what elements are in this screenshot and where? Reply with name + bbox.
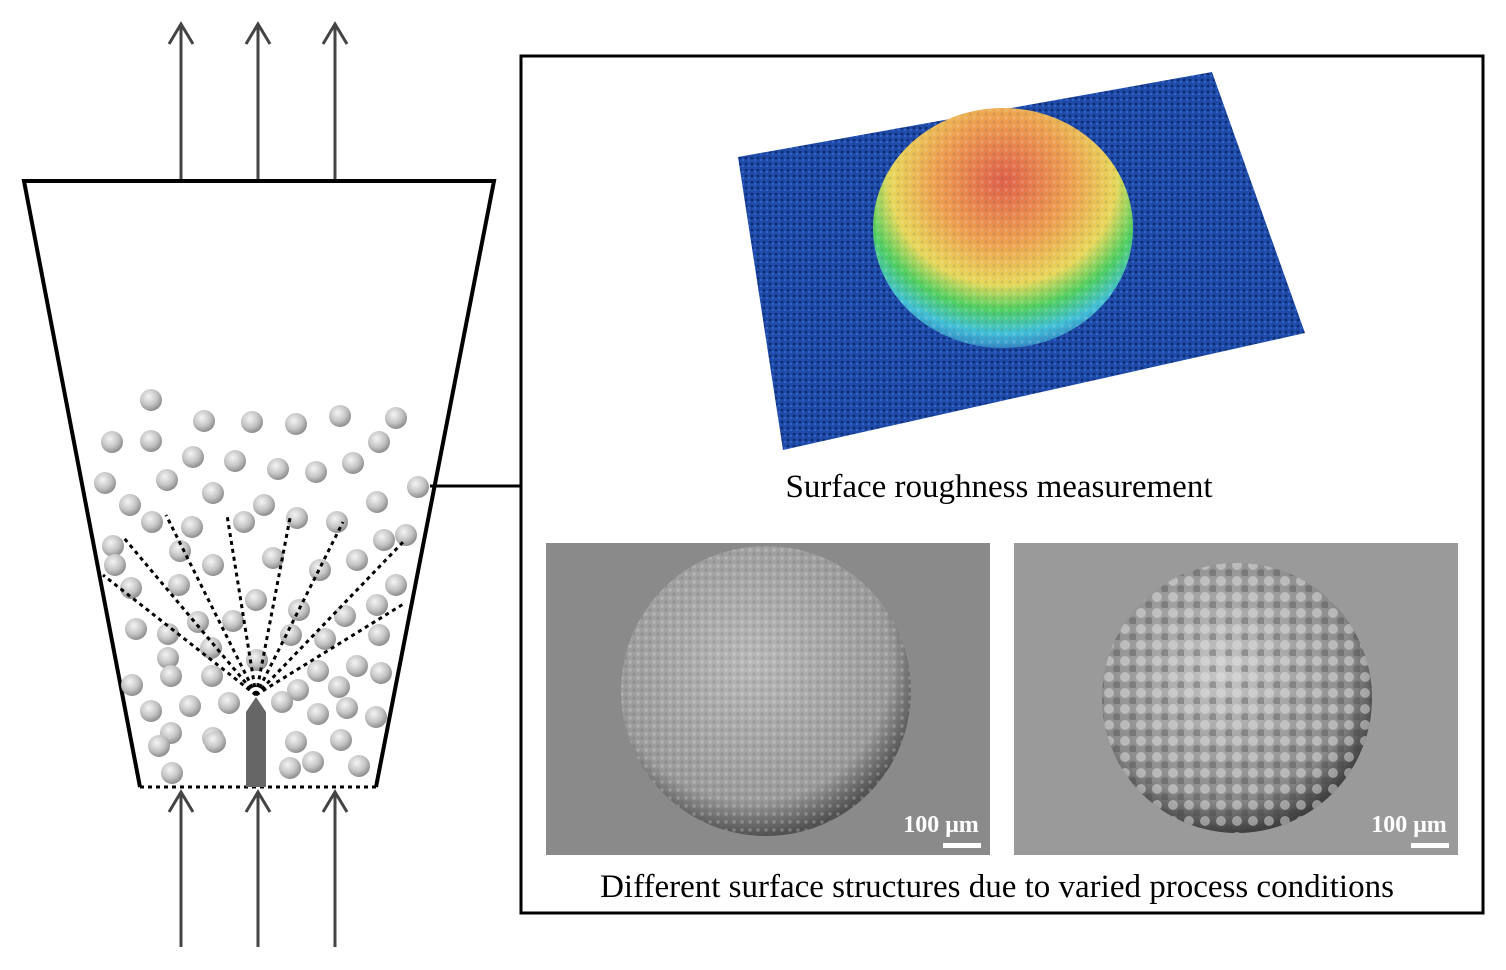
particle — [285, 413, 307, 435]
particle — [193, 410, 215, 432]
particle — [336, 697, 358, 719]
spray-line — [254, 521, 345, 696]
particle — [202, 554, 224, 576]
particle — [366, 491, 388, 513]
particle — [157, 623, 179, 645]
particle — [407, 476, 429, 498]
particle — [181, 516, 203, 538]
particle — [279, 757, 301, 779]
particle — [160, 665, 182, 687]
vessel — [21, 179, 497, 788]
spray-line — [225, 514, 258, 696]
particle — [218, 692, 240, 714]
particle — [305, 461, 327, 483]
particle — [330, 729, 352, 751]
particle — [342, 452, 364, 474]
scale-bar-2 — [1411, 843, 1449, 848]
particle — [271, 691, 293, 713]
particle — [102, 535, 124, 557]
top-caption: Surface roughness measurement — [785, 469, 1212, 505]
particle — [262, 547, 284, 569]
particle — [161, 762, 183, 784]
particle — [94, 472, 116, 494]
particle — [120, 577, 142, 599]
particle — [370, 662, 392, 684]
spray-line — [255, 601, 406, 697]
particle — [286, 507, 308, 529]
particles — [94, 389, 429, 784]
spray-lines — [102, 514, 407, 697]
spray-line — [122, 537, 258, 696]
particle — [348, 755, 370, 777]
particle — [285, 731, 307, 753]
particle — [385, 574, 407, 596]
particle — [148, 735, 170, 757]
particle — [307, 703, 329, 725]
particle — [140, 430, 162, 452]
particle — [280, 624, 302, 646]
gas-in-arrows — [167, 789, 349, 947]
particle — [329, 405, 351, 427]
particle — [233, 511, 255, 533]
nozzle — [246, 697, 266, 787]
particle — [224, 450, 246, 472]
scale-bar-1 — [943, 843, 981, 848]
particle — [187, 611, 209, 633]
particle — [328, 676, 350, 698]
particle — [395, 524, 417, 546]
particle — [346, 655, 368, 677]
particle — [288, 599, 310, 621]
sem-texture-1 — [621, 546, 911, 836]
particle — [140, 389, 162, 411]
particle — [334, 605, 356, 627]
particle — [302, 751, 324, 773]
particle — [307, 660, 329, 682]
particle — [168, 574, 190, 596]
particle — [156, 469, 178, 491]
particle — [119, 494, 141, 516]
particle — [121, 674, 143, 696]
scale-label-2: 100 μm — [1371, 812, 1447, 838]
particle — [104, 554, 126, 576]
particle — [287, 679, 309, 701]
particle — [200, 637, 222, 659]
particle — [101, 431, 123, 453]
particle — [179, 695, 201, 717]
spray-line — [164, 514, 258, 696]
particle — [204, 731, 226, 753]
particle — [368, 431, 390, 453]
spray-line — [254, 517, 292, 696]
particle — [385, 407, 407, 429]
particle — [346, 549, 368, 571]
particle — [202, 482, 224, 504]
particle — [326, 511, 348, 533]
dome-texture — [873, 108, 1133, 348]
particle — [201, 665, 223, 687]
particle — [314, 628, 336, 650]
spray-line — [102, 573, 257, 697]
particle — [125, 618, 147, 640]
particle — [368, 624, 390, 646]
particle — [309, 559, 331, 581]
particle — [140, 700, 162, 722]
particle — [141, 511, 163, 533]
spray-line — [254, 538, 407, 697]
scale-label-1: 100 μm — [903, 812, 979, 838]
particle — [245, 589, 267, 611]
sem-texture-2 — [1102, 563, 1372, 833]
particle — [267, 458, 289, 480]
particle — [222, 610, 244, 632]
particle — [373, 529, 395, 551]
particle — [253, 494, 275, 516]
gas-out-arrows — [167, 21, 349, 181]
particle — [241, 411, 263, 433]
particle — [365, 706, 387, 728]
particle — [182, 446, 204, 468]
bottom-caption: Different surface structures due to vari… — [600, 869, 1394, 905]
particle — [366, 594, 388, 616]
particle — [157, 647, 179, 669]
